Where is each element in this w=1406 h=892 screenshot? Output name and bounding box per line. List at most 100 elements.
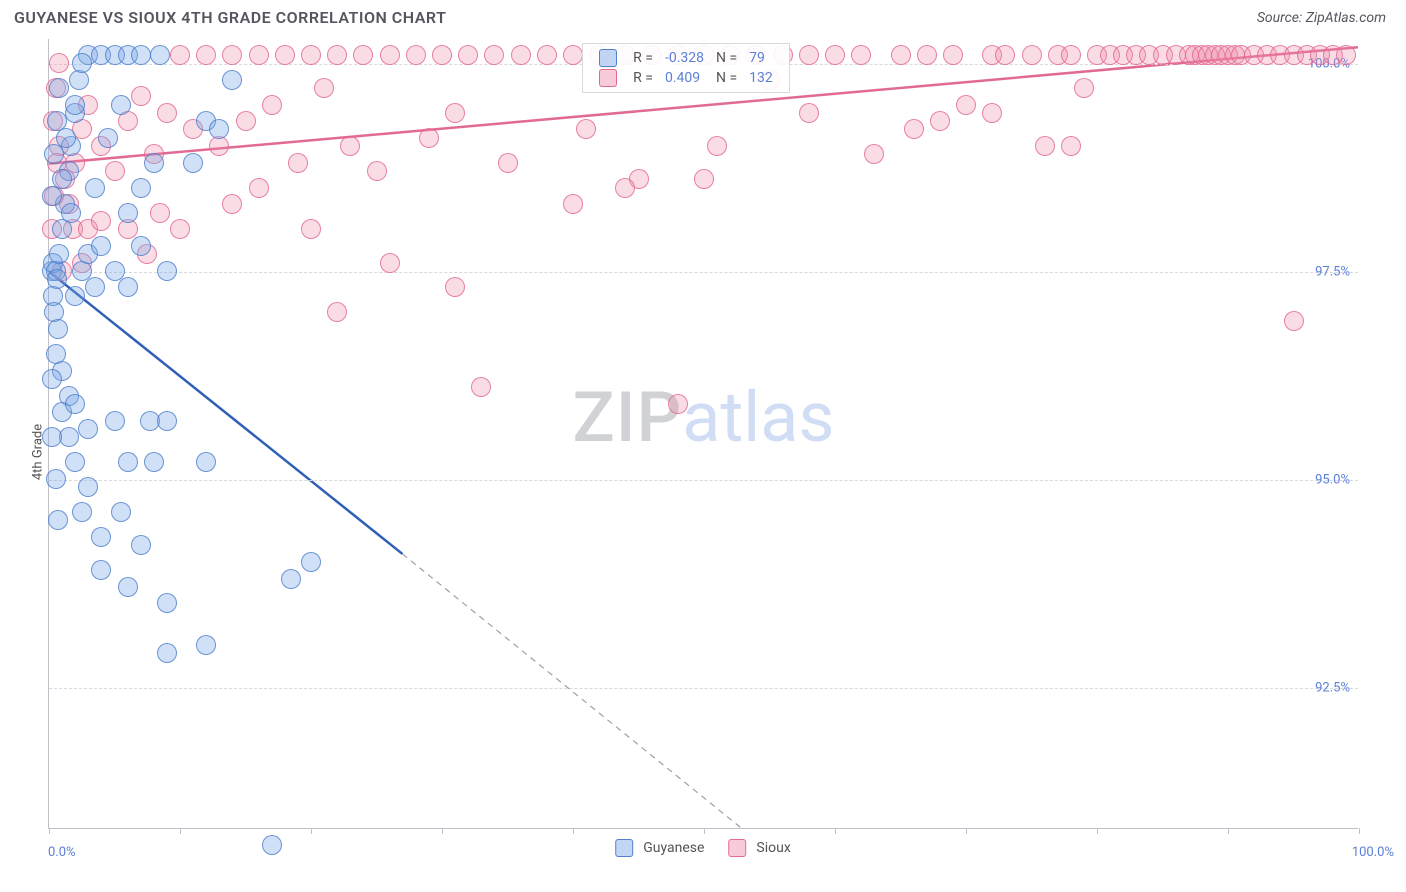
pink-scatter-marker bbox=[1061, 136, 1081, 156]
pink-scatter-marker bbox=[471, 377, 491, 397]
blue-scatter-marker bbox=[144, 153, 164, 173]
x-tick bbox=[835, 828, 836, 834]
stats-r-label: R = bbox=[627, 48, 659, 68]
blue-scatter-marker bbox=[65, 286, 85, 306]
pink-scatter-marker bbox=[222, 45, 242, 65]
stats-swatch-pink bbox=[599, 69, 617, 87]
legend-item-sioux: Sioux bbox=[728, 839, 790, 857]
blue-scatter-marker bbox=[85, 277, 105, 297]
pink-scatter-marker bbox=[301, 219, 321, 239]
blue-scatter-marker bbox=[65, 452, 85, 472]
pink-scatter-marker bbox=[563, 45, 583, 65]
blue-scatter-marker bbox=[209, 119, 229, 139]
pink-scatter-marker bbox=[707, 136, 727, 156]
source-citation: Source: ZipAtlas.com bbox=[1257, 10, 1386, 26]
x-tick bbox=[1359, 828, 1360, 834]
pink-scatter-marker bbox=[367, 161, 387, 181]
legend-label-guyanese: Guyanese bbox=[643, 840, 704, 856]
pink-scatter-marker bbox=[1284, 311, 1304, 331]
pink-scatter-marker bbox=[406, 45, 426, 65]
chart-container: 4th Grade ZIPatlas 100.0%97.5%95.0%92.5%… bbox=[0, 33, 1406, 871]
blue-scatter-marker bbox=[222, 70, 242, 90]
pink-scatter-marker bbox=[668, 394, 688, 414]
pink-scatter-marker bbox=[275, 45, 295, 65]
bottom-legend: Guyanese Sioux bbox=[615, 839, 791, 857]
blue-scatter-marker bbox=[262, 835, 282, 855]
blue-scatter-marker bbox=[72, 502, 92, 522]
pink-scatter-marker bbox=[249, 45, 269, 65]
gridline-h bbox=[49, 688, 1358, 689]
stats-n-label: N = bbox=[710, 68, 743, 88]
blue-scatter-marker bbox=[157, 643, 177, 663]
trend-lines-svg bbox=[49, 39, 1358, 828]
x-tick bbox=[966, 828, 967, 834]
pink-scatter-marker bbox=[825, 45, 845, 65]
x-tick bbox=[1097, 828, 1098, 834]
blue-scatter-marker bbox=[105, 261, 125, 281]
blue-scatter-marker bbox=[196, 635, 216, 655]
stats-r-value: 0.409 bbox=[659, 68, 710, 88]
pink-scatter-marker bbox=[484, 45, 504, 65]
blue-scatter-marker bbox=[78, 477, 98, 497]
pink-scatter-marker bbox=[1035, 136, 1055, 156]
plot-area: ZIPatlas 100.0%97.5%95.0%92.5%R =-0.328N… bbox=[48, 39, 1358, 829]
pink-scatter-marker bbox=[432, 45, 452, 65]
blue-scatter-marker bbox=[118, 577, 138, 597]
blue-scatter-marker bbox=[49, 244, 69, 264]
blue-scatter-marker bbox=[281, 569, 301, 589]
pink-scatter-marker bbox=[956, 95, 976, 115]
blue-scatter-marker bbox=[131, 178, 151, 198]
x-tick bbox=[1228, 828, 1229, 834]
pink-scatter-marker bbox=[891, 45, 911, 65]
pink-scatter-marker bbox=[1074, 78, 1094, 98]
blue-scatter-marker bbox=[46, 469, 66, 489]
pink-scatter-marker bbox=[340, 136, 360, 156]
x-tick bbox=[442, 828, 443, 834]
pink-scatter-marker bbox=[694, 169, 714, 189]
blue-scatter-marker bbox=[144, 452, 164, 472]
blue-scatter-marker bbox=[131, 236, 151, 256]
blue-scatter-marker bbox=[42, 427, 62, 447]
watermark: ZIPatlas bbox=[573, 377, 835, 459]
x-tick bbox=[311, 828, 312, 834]
pink-scatter-marker bbox=[314, 78, 334, 98]
pink-scatter-marker bbox=[353, 45, 373, 65]
pink-scatter-marker bbox=[498, 153, 518, 173]
blue-scatter-marker bbox=[157, 261, 177, 281]
blue-scatter-marker bbox=[85, 178, 105, 198]
blue-scatter-marker bbox=[118, 203, 138, 223]
blue-scatter-marker bbox=[111, 502, 131, 522]
pink-scatter-marker bbox=[799, 45, 819, 65]
x-tick bbox=[704, 828, 705, 834]
blue-scatter-marker bbox=[150, 45, 170, 65]
pink-scatter-marker bbox=[105, 161, 125, 181]
blue-scatter-marker bbox=[118, 277, 138, 297]
pink-scatter-marker bbox=[864, 144, 884, 164]
blue-scatter-marker bbox=[91, 527, 111, 547]
blue-scatter-marker bbox=[157, 593, 177, 613]
pink-scatter-marker bbox=[91, 211, 111, 231]
pink-scatter-marker bbox=[380, 253, 400, 273]
pink-scatter-marker bbox=[615, 178, 635, 198]
pink-scatter-marker bbox=[170, 45, 190, 65]
pink-scatter-marker bbox=[982, 103, 1002, 123]
blue-scatter-marker bbox=[46, 344, 66, 364]
watermark-atlas: atlas bbox=[682, 377, 834, 459]
blue-scatter-marker bbox=[91, 560, 111, 580]
blue-scatter-marker bbox=[65, 95, 85, 115]
blue-scatter-marker bbox=[78, 419, 98, 439]
pink-scatter-marker bbox=[943, 45, 963, 65]
pink-scatter-marker bbox=[537, 45, 557, 65]
pink-scatter-marker bbox=[419, 128, 439, 148]
gridline-h bbox=[49, 480, 1358, 481]
pink-scatter-marker bbox=[576, 119, 596, 139]
stats-n-label: N = bbox=[710, 48, 743, 68]
pink-scatter-marker bbox=[380, 45, 400, 65]
pink-scatter-marker bbox=[236, 111, 256, 131]
pink-scatter-marker bbox=[904, 119, 924, 139]
stats-r-value: -0.328 bbox=[659, 48, 710, 68]
x-tick bbox=[573, 828, 574, 834]
pink-scatter-marker bbox=[1061, 45, 1081, 65]
blue-scatter-marker bbox=[105, 411, 125, 431]
pink-scatter-marker bbox=[327, 45, 347, 65]
